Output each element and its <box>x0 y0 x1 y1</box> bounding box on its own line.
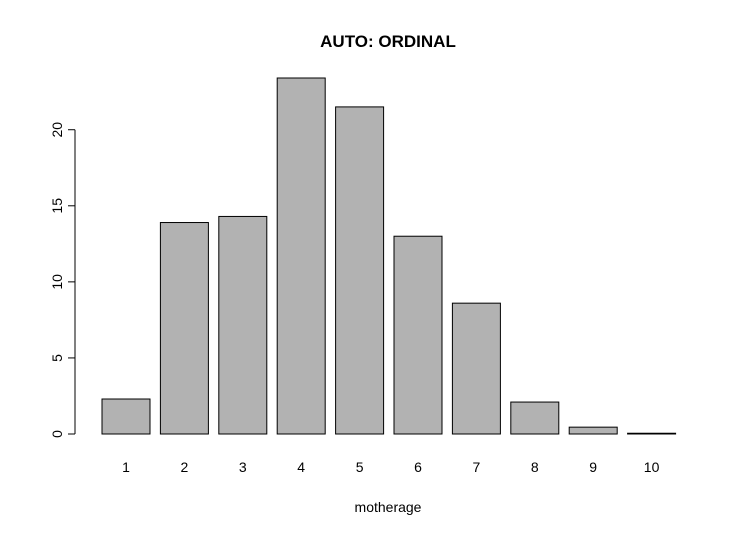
chart-title: AUTO: ORDINAL <box>320 32 456 51</box>
y-tick-label: 15 <box>49 198 65 214</box>
y-tick-label: 5 <box>49 354 65 362</box>
x-tick-label: 1 <box>122 459 130 475</box>
x-tick-labels: 1 2 3 4 5 6 7 8 9 10 <box>122 459 659 475</box>
x-tick-label: 8 <box>531 459 539 475</box>
bar-6 <box>393 235 443 435</box>
x-tick-label: 2 <box>181 459 189 475</box>
x-tick-label: 6 <box>414 459 422 475</box>
y-tick-label: 0 <box>49 430 65 438</box>
x-tick-label: 10 <box>644 459 660 475</box>
bar-9 <box>568 426 618 435</box>
y-ticks: 0 5 10 15 20 <box>49 122 75 438</box>
bar-3 <box>218 215 268 435</box>
x-tick-label: 9 <box>589 459 597 475</box>
x-tick-label: 7 <box>473 459 481 475</box>
x-axis-label: motherage <box>355 499 422 515</box>
y-tick-label: 20 <box>49 122 65 138</box>
bar-7 <box>451 302 501 435</box>
y-tick-label: 10 <box>49 274 65 290</box>
bar-8 <box>510 401 560 435</box>
bar-1 <box>101 398 151 435</box>
bar-5 <box>335 106 385 435</box>
bar-4 <box>276 77 326 435</box>
bar-10 <box>627 432 677 435</box>
x-tick-label: 3 <box>239 459 247 475</box>
x-tick-label: 5 <box>356 459 364 475</box>
bar-2 <box>159 222 209 435</box>
x-tick-label: 4 <box>297 459 305 475</box>
y-axis: 0 5 10 15 20 <box>49 122 76 438</box>
bars-group <box>101 77 677 435</box>
